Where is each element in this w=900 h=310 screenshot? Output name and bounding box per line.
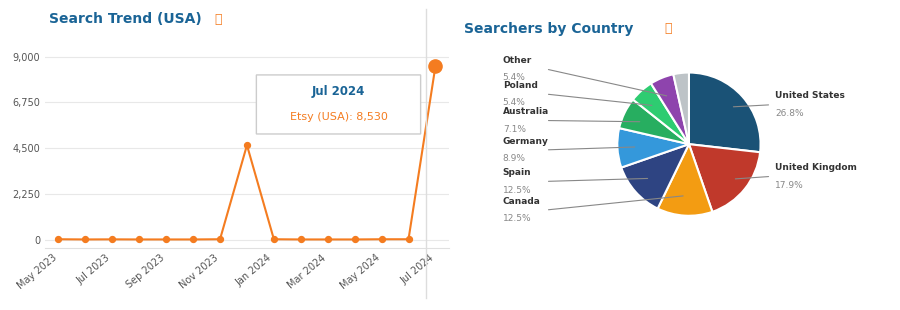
Wedge shape — [689, 73, 760, 152]
Point — [428, 64, 443, 69]
Text: 7.1%: 7.1% — [503, 125, 526, 134]
Text: Spain: Spain — [503, 168, 531, 177]
Text: Etsy (USA): 8,530: Etsy (USA): 8,530 — [290, 113, 387, 122]
Point — [428, 64, 443, 69]
Wedge shape — [621, 144, 689, 209]
Text: 12.5%: 12.5% — [503, 214, 531, 223]
Point — [320, 237, 335, 242]
Wedge shape — [617, 128, 689, 168]
Wedge shape — [689, 144, 760, 212]
Text: 8.9%: 8.9% — [503, 154, 526, 163]
Text: Other: Other — [503, 56, 532, 65]
Point — [374, 237, 389, 242]
Point — [51, 237, 66, 242]
Point — [293, 237, 308, 242]
Text: Jul 2024: Jul 2024 — [311, 85, 365, 98]
Point — [132, 237, 147, 242]
Wedge shape — [633, 83, 689, 144]
Point — [159, 237, 174, 242]
Text: 12.5%: 12.5% — [503, 186, 531, 195]
Point — [78, 237, 93, 242]
Point — [105, 237, 120, 242]
Point — [212, 237, 227, 242]
Text: United Kingdom: United Kingdom — [775, 163, 857, 172]
Wedge shape — [673, 73, 689, 144]
Text: 26.8%: 26.8% — [775, 109, 804, 118]
Text: 5.4%: 5.4% — [503, 98, 526, 107]
Text: Searchers by Country: Searchers by Country — [464, 22, 633, 36]
Text: 17.9%: 17.9% — [775, 181, 804, 190]
Text: Canada: Canada — [503, 197, 541, 206]
Wedge shape — [658, 144, 713, 216]
Text: Germany: Germany — [503, 137, 549, 146]
FancyBboxPatch shape — [256, 75, 420, 134]
Text: ⓘ: ⓘ — [214, 13, 222, 26]
Text: ⓘ: ⓘ — [664, 22, 671, 35]
Wedge shape — [619, 100, 689, 144]
Point — [266, 237, 281, 242]
Text: Search Trend (USA): Search Trend (USA) — [49, 12, 202, 26]
Text: 5.4%: 5.4% — [503, 73, 526, 82]
Text: Australia: Australia — [503, 107, 549, 116]
Point — [186, 237, 201, 242]
Text: Poland: Poland — [503, 81, 537, 90]
Wedge shape — [651, 74, 689, 144]
Text: United States: United States — [775, 91, 845, 100]
Point — [401, 237, 416, 242]
Point — [239, 143, 254, 148]
Point — [347, 237, 362, 242]
